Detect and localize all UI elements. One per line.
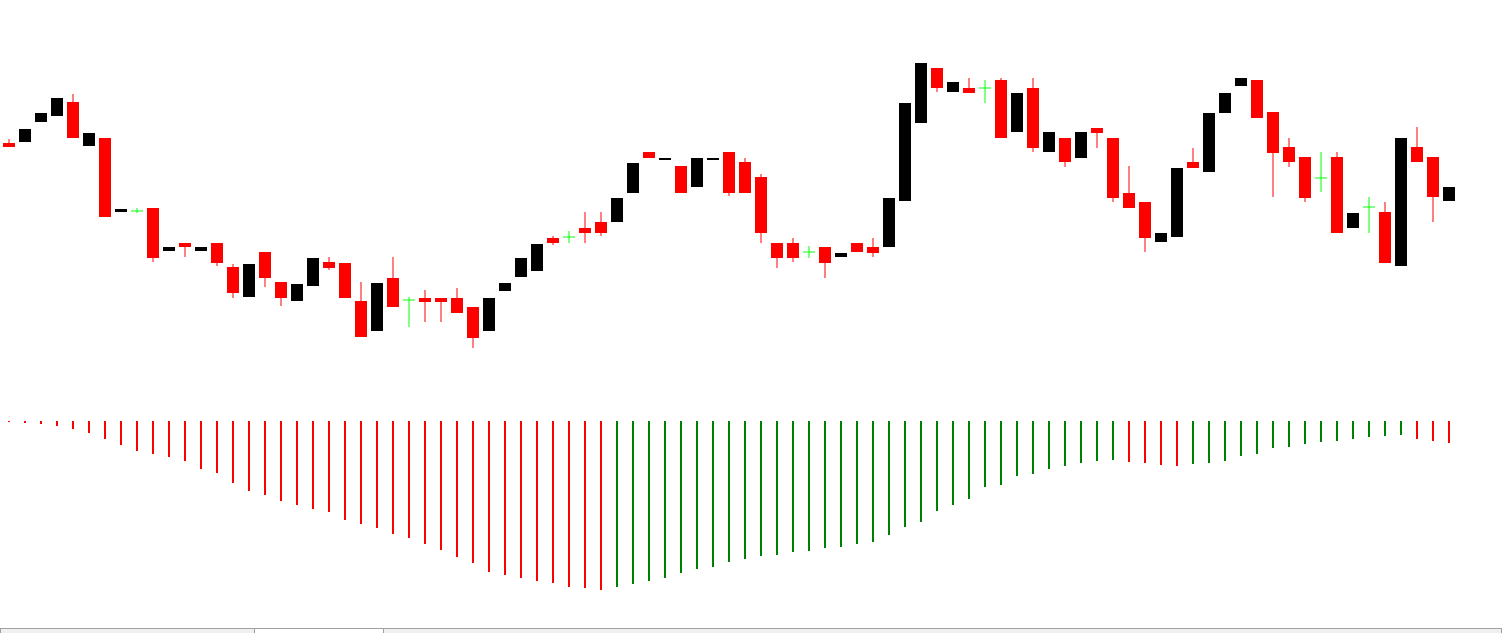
candle-body — [1187, 162, 1199, 168]
candle-body — [1219, 93, 1231, 113]
candle-body — [435, 298, 447, 302]
candle-body — [115, 209, 127, 212]
candle-body — [1107, 138, 1119, 198]
candle-body — [1171, 168, 1183, 237]
candle-body — [771, 243, 783, 258]
candle-body — [163, 247, 175, 251]
candle-body — [1443, 187, 1455, 201]
candle-body — [451, 298, 463, 313]
tab-strip — [0, 628, 1502, 633]
candle-body — [1075, 132, 1087, 158]
candle-body — [179, 243, 191, 247]
candle-body — [755, 177, 767, 233]
candle-body — [675, 166, 687, 193]
candle-body — [35, 113, 47, 122]
scrollbar[interactable] — [383, 628, 1502, 633]
candle-body — [1011, 93, 1023, 132]
candle-body — [339, 263, 351, 298]
candle-body — [659, 158, 671, 160]
candle-body — [1299, 157, 1311, 198]
candle-body — [915, 63, 927, 123]
candle-body — [883, 198, 895, 247]
candle-body — [931, 68, 943, 88]
candle-body — [499, 283, 511, 291]
candle-body — [595, 222, 607, 233]
candle-body — [1027, 88, 1039, 148]
candle-body — [259, 252, 271, 278]
candle-body — [515, 258, 527, 277]
candle-body — [195, 247, 207, 251]
candle-body — [691, 158, 703, 187]
candle-body — [787, 243, 799, 258]
candle-body — [1123, 193, 1135, 208]
candle-body — [307, 258, 319, 286]
candle-body — [1379, 212, 1391, 263]
candle-body — [819, 247, 831, 263]
candle-body — [1427, 157, 1439, 197]
candle-body — [467, 307, 479, 338]
candle-body — [1203, 113, 1215, 172]
candle-body — [83, 133, 95, 146]
candle-body — [1267, 112, 1279, 153]
candle-body — [3, 143, 15, 147]
candle-body — [483, 298, 495, 331]
candle-body — [1331, 157, 1343, 233]
candle-body — [387, 278, 399, 307]
candle-body — [835, 253, 847, 257]
candle-body — [739, 162, 751, 193]
candle-body — [67, 102, 79, 138]
candle-body — [147, 208, 159, 258]
candle-body — [1395, 138, 1407, 266]
candle-body — [323, 262, 335, 268]
candle-body — [243, 264, 255, 297]
candle-body — [547, 238, 559, 243]
candle-body — [419, 298, 431, 302]
candle-body — [643, 152, 655, 158]
candle-body — [1155, 233, 1167, 242]
candle-body — [707, 158, 719, 160]
candle-body — [227, 267, 239, 293]
candle-body — [99, 138, 111, 217]
candle-body — [1411, 147, 1423, 162]
candle-body — [1283, 147, 1295, 162]
candle-body — [995, 80, 1007, 138]
tab[interactable] — [0, 628, 255, 633]
candle-body — [291, 284, 303, 301]
candle-body — [723, 152, 735, 193]
candle-body — [1059, 138, 1071, 162]
candle-body — [355, 301, 367, 337]
candle-body — [579, 228, 591, 233]
candle-body — [899, 103, 911, 201]
candle-body — [371, 283, 383, 331]
candle-body — [1139, 202, 1151, 238]
candle-body — [1235, 78, 1247, 86]
candle-body — [1347, 213, 1359, 228]
candle-body — [211, 243, 223, 263]
candle-body — [1043, 132, 1055, 152]
candle-body — [963, 88, 975, 93]
candle-body — [1091, 128, 1103, 133]
candle-body — [627, 163, 639, 193]
candle-body — [1251, 80, 1263, 118]
candle-body — [51, 98, 63, 116]
candle-body — [867, 247, 879, 253]
candle-body — [611, 198, 623, 222]
candle-body — [851, 243, 863, 252]
candle-body — [947, 82, 959, 92]
candle-body — [19, 129, 31, 142]
candle-body — [275, 282, 287, 298]
candle-body — [531, 244, 543, 271]
